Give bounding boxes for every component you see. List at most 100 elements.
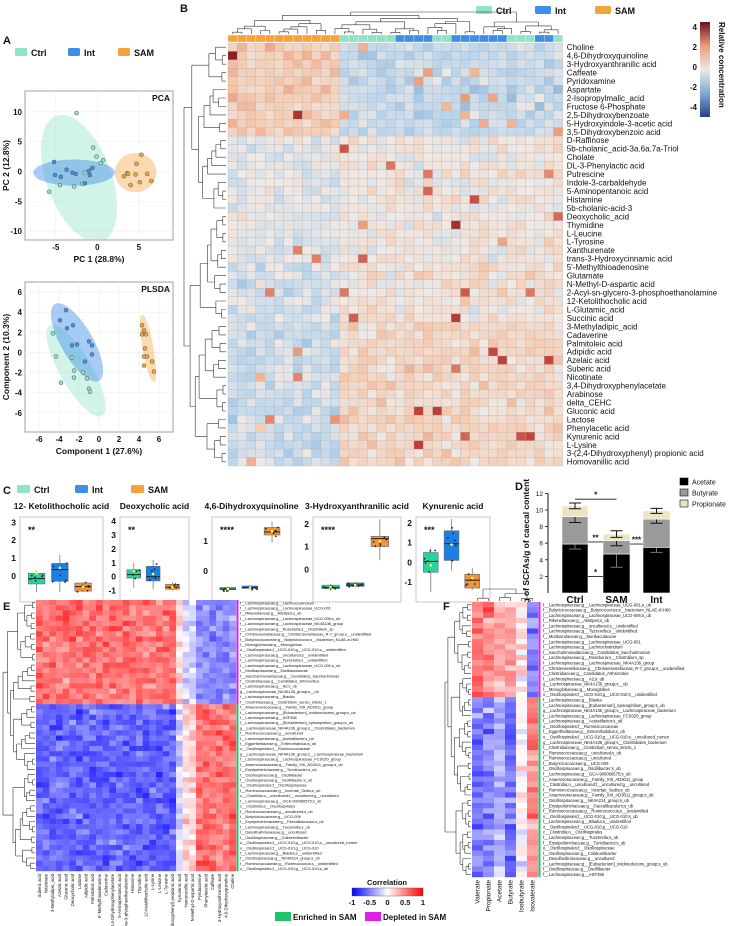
- jitter-point: [34, 576, 36, 579]
- heatmap-cell: [488, 220, 498, 230]
- heatmap-cell: [156, 662, 163, 668]
- y-tick-label: 4: [539, 557, 543, 564]
- heatmap-cell: [142, 761, 150, 767]
- row-group-annotation: [236, 662, 239, 668]
- heatmap-cell: [330, 364, 340, 374]
- heatmap-cell: [189, 641, 197, 648]
- row-group-annotation: [236, 620, 239, 627]
- heatmap-cell: [109, 709, 117, 715]
- metabolite-label: Phenylacetic acid: [567, 424, 629, 433]
- group-annotation-cell: [227, 34, 238, 43]
- heatmap-cell: [62, 657, 70, 663]
- heatmap-cell: [525, 186, 536, 196]
- heatmap-cell: [506, 338, 517, 348]
- heatmap-cell: [469, 169, 480, 179]
- heatmap-cell: [478, 51, 489, 61]
- heatmap-cell: [56, 761, 63, 767]
- heatmap-cell: [413, 93, 424, 103]
- heatmap-cell: [82, 771, 90, 778]
- heatmap-cell: [246, 51, 257, 61]
- heatmap-cell: [376, 330, 387, 340]
- heatmap-cell: [62, 813, 70, 820]
- heatmap-cell: [478, 169, 489, 179]
- heatmap-cell: [385, 296, 396, 306]
- heatmap-cell: [494, 602, 506, 608]
- heatmap-cell: [102, 782, 110, 788]
- heatmap-cell: [196, 761, 203, 767]
- heatmap-cell: [109, 813, 117, 820]
- heatmap-cell: [142, 667, 150, 674]
- taxon-label: f__Lachnospiraceae;g__A2;s_ub: [543, 676, 605, 681]
- heatmap-cell: [527, 760, 539, 767]
- heatmap-cell: [189, 818, 197, 825]
- heatmap-cell: [116, 620, 123, 627]
- heatmap-cell: [42, 657, 50, 663]
- jitter-point: [466, 583, 469, 586]
- heatmap-cell: [49, 803, 57, 809]
- heatmap-cell: [265, 330, 275, 340]
- heatmap-cell: [441, 347, 452, 357]
- row-group-annotation: [236, 745, 239, 752]
- heatmap-cell: [376, 355, 387, 365]
- heatmap-cell: [56, 636, 63, 642]
- heatmap-cell: [330, 186, 340, 196]
- heatmap-cell: [395, 85, 405, 94]
- mean-marker: [248, 586, 252, 589]
- heatmap-cell: [246, 296, 257, 306]
- heatmap-cell: [274, 296, 284, 306]
- heatmap-cell: [358, 178, 368, 187]
- heatmap-cell: [283, 178, 294, 187]
- heatmap-cell: [320, 178, 331, 187]
- heatmap-cell: [82, 844, 90, 851]
- heatmap-cell: [283, 59, 294, 69]
- heatmap-cell: [182, 636, 190, 642]
- heatmap-cell: [494, 654, 506, 661]
- heatmap-cell: [274, 93, 284, 103]
- heatmap-cell: [274, 59, 284, 69]
- heatmap-cell: [348, 245, 359, 255]
- heatmap-cell: [516, 338, 526, 348]
- heatmap-cell: [376, 271, 387, 281]
- heatmap-cell: [102, 766, 110, 773]
- heatmap-cell: [209, 641, 217, 648]
- heatmap-cell: [149, 662, 157, 668]
- heatmap-cell: [237, 271, 247, 281]
- heatmap-cell: [56, 662, 63, 668]
- heatmap-cell: [237, 457, 247, 467]
- heatmap-cell: [265, 110, 275, 120]
- heatmap-cell: [169, 839, 177, 846]
- heatmap-cell: [358, 42, 368, 52]
- heatmap-cell: [413, 457, 424, 467]
- heatmap-cell: [404, 296, 415, 306]
- heatmap-cell: [423, 203, 433, 213]
- heatmap-cell: [404, 381, 415, 390]
- heatmap-cell: [553, 457, 563, 467]
- heatmap-cell: [292, 330, 303, 340]
- heatmap-cell: [292, 119, 303, 128]
- heatmap-cell: [62, 735, 70, 741]
- heatmap-cell: [82, 646, 90, 653]
- heatmap-cell: [302, 161, 312, 171]
- heatmap-cell: [255, 186, 266, 196]
- heatmap-cell: [274, 161, 284, 171]
- heatmap-cell: [274, 102, 284, 111]
- y-axis-label: Component 2 (10.3%): [1, 314, 11, 401]
- heatmap-cell: [96, 834, 103, 840]
- heatmap-cell: [497, 169, 508, 179]
- heatmap-cell: [169, 766, 177, 773]
- heatmap-cell: [182, 714, 190, 721]
- heatmap-cell: [176, 683, 183, 689]
- heatmap-cell: [209, 631, 217, 637]
- heatmap-cell: [149, 730, 157, 736]
- row-group-annotation: [236, 777, 239, 783]
- heatmap-cell: [82, 782, 90, 788]
- heatmap-cell: [320, 59, 331, 69]
- heatmap-cell: [62, 699, 70, 705]
- heatmap-cell: [516, 750, 528, 756]
- mean-marker: [151, 572, 155, 576]
- heatmap-cell: [451, 305, 461, 314]
- heatmap-cell: [156, 808, 163, 814]
- heatmap-cell: [544, 195, 554, 204]
- heatmap-cell: [265, 203, 275, 213]
- heatmap-cell: [505, 639, 517, 645]
